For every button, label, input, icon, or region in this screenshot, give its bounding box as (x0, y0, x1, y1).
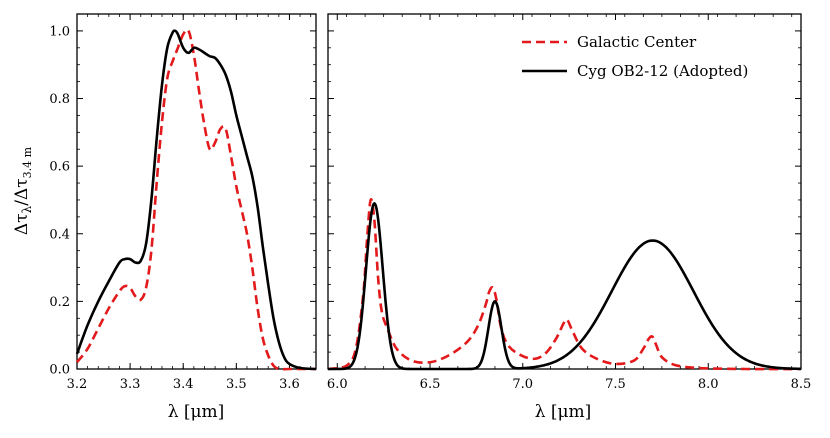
left-y-tick-label-5: 1.0 (49, 24, 70, 39)
left-x-tick-label-3: 3.5 (226, 377, 247, 392)
legend-label-cyg-ob2-12: Cyg OB2-12 (Adopted) (577, 62, 748, 80)
y-label-main: Δτ (12, 213, 32, 235)
panel-right-pah: 6.0 6.5 7.0 7.5 8.0 8.5 λ [μm] Galactic Cente… (327, 13, 812, 422)
left-ticks: 3.2 3.3 3.4 3.5 3.6 0.0 0.2 0.4 0.6 0.8 1.0 (49, 13, 316, 392)
left-y-tick-label-1: 0.2 (49, 295, 70, 310)
right-series (327, 198, 802, 371)
left-y-tick-label-0: 0.0 (49, 363, 70, 378)
right-x-tick-label-5: 8.5 (791, 377, 812, 392)
left-y-axis-label: Δτλ/Δτ3.4 m (12, 146, 34, 235)
right-x-tick-label-1: 6.5 (420, 377, 441, 392)
right-x-tick-label-0: 6.0 (327, 377, 348, 392)
left-line-cyg-ob2-12-adopted- (75, 29, 317, 371)
right-line-cyg-ob2-12-adopted- (328, 202, 802, 371)
right-x-axis-label: λ [μm] (535, 402, 592, 422)
left-series (75, 28, 317, 371)
left-y-tick-label-3: 0.6 (49, 160, 70, 175)
right-x-tick-label-4: 8.0 (698, 377, 719, 392)
left-x-axis-label: λ [μm] (168, 402, 225, 422)
left-x-tick-label-2: 3.4 (173, 377, 194, 392)
left-y-tick-label-4: 0.8 (49, 92, 70, 107)
right-x-tick-label-3: 7.5 (605, 377, 626, 392)
left-y-tick-label-2: 0.4 (49, 227, 70, 242)
legend: Galactic Center Cyg OB2-12 (Adopted) (522, 33, 748, 80)
right-plot-frame (327, 13, 802, 370)
left-line-galactic-center (75, 28, 316, 371)
left-plot-frame (76, 13, 317, 370)
right-line-galactic-center (327, 198, 802, 371)
y-label-mid: /Δτ (12, 178, 32, 205)
panel-left-3.4um: 3.2 3.3 3.4 3.5 3.6 0.0 0.2 0.4 0.6 0.8 1.0 λ [μm]… (12, 13, 317, 422)
left-x-tick-label-4: 3.6 (279, 377, 300, 392)
y-label-sub2: 3.4 m (21, 146, 34, 178)
right-x-tick-label-2: 7.0 (512, 377, 533, 392)
legend-label-galactic-center: Galactic Center (577, 33, 697, 51)
left-x-tick-label-1: 3.3 (120, 377, 141, 392)
y-label-sub1: λ (20, 205, 34, 213)
right-ticks: 6.0 6.5 7.0 7.5 8.0 8.5 (327, 13, 812, 392)
left-x-tick-label-0: 3.2 (67, 377, 88, 392)
